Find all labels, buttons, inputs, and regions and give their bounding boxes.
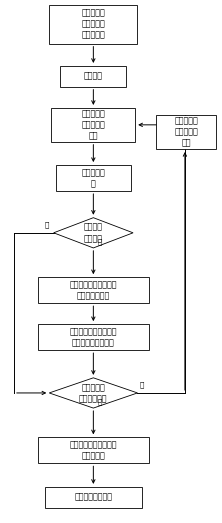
Polygon shape bbox=[54, 218, 133, 248]
Text: 是否为最后
一个观测区域: 是否为最后 一个观测区域 bbox=[79, 383, 108, 403]
Text: 是: 是 bbox=[98, 238, 102, 245]
FancyBboxPatch shape bbox=[38, 437, 149, 463]
FancyBboxPatch shape bbox=[38, 277, 149, 303]
Text: 报警装置报警并对观测
区域拍照与录像: 报警装置报警并对观测 区域拍照与录像 bbox=[70, 280, 117, 300]
Text: 主机显示检测结束: 主机显示检测结束 bbox=[74, 493, 112, 502]
FancyBboxPatch shape bbox=[38, 324, 149, 350]
FancyBboxPatch shape bbox=[60, 66, 127, 87]
Text: 否: 否 bbox=[140, 381, 144, 388]
Text: 是: 是 bbox=[98, 399, 102, 405]
Text: 启动主机: 启动主机 bbox=[84, 72, 103, 81]
FancyBboxPatch shape bbox=[56, 165, 131, 191]
Polygon shape bbox=[49, 378, 137, 408]
FancyBboxPatch shape bbox=[49, 5, 137, 44]
FancyBboxPatch shape bbox=[52, 108, 135, 142]
FancyBboxPatch shape bbox=[45, 487, 142, 508]
Text: 图像采集头
拍照发送至
主机: 图像采集头 拍照发送至 主机 bbox=[81, 109, 105, 141]
Text: 将薄片固定
在起始位置
的载物台上: 将薄片固定 在起始位置 的载物台上 bbox=[81, 8, 105, 40]
Text: 主机对比照
片: 主机对比照 片 bbox=[81, 168, 105, 188]
Text: 否: 否 bbox=[45, 221, 49, 228]
Text: 载物台回到起始位置且
报警器报警: 载物台回到起始位置且 报警器报警 bbox=[70, 440, 117, 460]
Text: 记录观测区域坐标并将
照片中运动目标圈出: 记录观测区域坐标并将 照片中运动目标圈出 bbox=[70, 327, 117, 347]
Text: 是否存在
运动目标: 是否存在 运动目标 bbox=[84, 223, 103, 243]
FancyBboxPatch shape bbox=[156, 115, 216, 149]
Text: 载物台移动
至下一观测
区域: 载物台移动 至下一观测 区域 bbox=[174, 117, 198, 147]
